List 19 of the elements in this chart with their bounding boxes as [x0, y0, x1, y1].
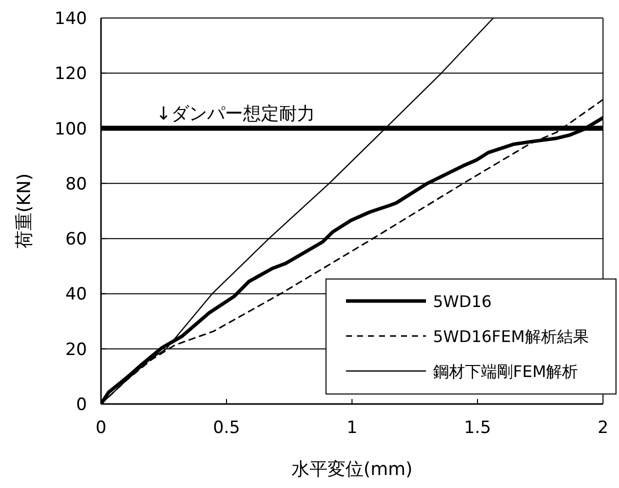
- legend-label: 5WD16FEM解析結果: [433, 327, 589, 346]
- ref-line-label: ↓ダンパー想定耐力: [156, 103, 316, 124]
- x-tick-label: 1: [346, 418, 358, 438]
- y-tick-label: 100: [54, 119, 87, 140]
- legend-label: 鋼材下端剛FEM解析: [433, 362, 578, 381]
- y-axis-title: 荷重(KN): [14, 173, 35, 249]
- x-tick-label: 2: [598, 418, 608, 438]
- x-tick-label: 1.5: [464, 418, 492, 438]
- y-tick-label: 40: [65, 284, 87, 305]
- x-tick-label: 0: [96, 418, 106, 438]
- y-tick-label: 80: [65, 174, 87, 194]
- y-tick-label: 140: [54, 9, 87, 29]
- y-tick-label: 120: [54, 64, 87, 84]
- y-tick-label: 20: [65, 340, 87, 360]
- x-axis-title: 水平変位(mm): [291, 459, 413, 480]
- legend-label: 5WD16: [433, 292, 492, 311]
- x-tick-label: 0.5: [212, 418, 240, 438]
- y-tick-label: 0: [76, 395, 87, 415]
- y-tick-label: 60: [65, 230, 87, 250]
